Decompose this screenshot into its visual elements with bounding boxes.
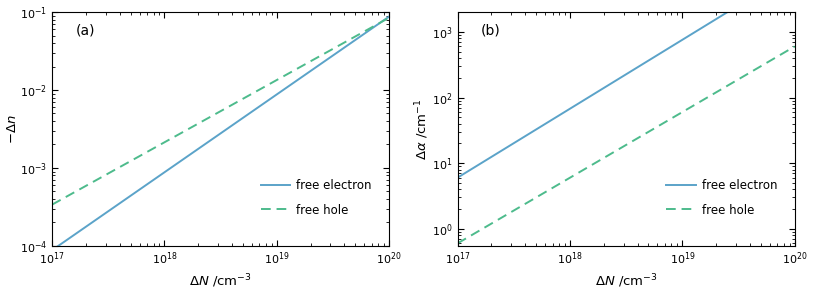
Line: free hole: free hole [52, 18, 389, 205]
free electron [375, 22, 385, 25]
free hole [64, 193, 74, 197]
Text: (b): (b) [481, 24, 501, 38]
free electron [453, 176, 463, 179]
free electron [202, 141, 212, 144]
X-axis label: $\Delta N$ /cm$^{-3}$: $\Delta N$ /cm$^{-3}$ [189, 273, 252, 290]
Y-axis label: $\Delta\alpha$ /cm$^{-1}$: $\Delta\alpha$ /cm$^{-1}$ [413, 98, 431, 160]
free electron [718, 13, 728, 17]
free hole [789, 45, 799, 48]
free hole [313, 56, 323, 59]
free electron [385, 15, 394, 18]
free electron [616, 75, 626, 79]
free hole [202, 117, 212, 120]
free hole [47, 203, 57, 206]
free electron [211, 135, 221, 138]
X-axis label: $\Delta N$ /cm$^{-3}$: $\Delta N$ /cm$^{-3}$ [594, 273, 658, 290]
Legend: free electron, free hole: free electron, free hole [662, 174, 782, 221]
free hole [470, 231, 480, 235]
Line: free hole: free hole [458, 46, 794, 243]
free hole [616, 146, 626, 149]
free hole [211, 112, 221, 115]
free hole [718, 86, 728, 90]
free electron [374, 22, 384, 25]
Legend: free electron, free hole: free electron, free hole [256, 174, 376, 221]
Line: free electron: free electron [52, 17, 389, 250]
free hole [607, 151, 617, 155]
free hole [374, 21, 384, 25]
free hole [385, 16, 394, 20]
free hole [375, 21, 385, 25]
Text: (a): (a) [76, 24, 95, 38]
free hole [780, 50, 789, 54]
free electron [313, 65, 323, 68]
free electron [470, 165, 480, 169]
free hole [780, 51, 789, 54]
free hole [453, 242, 463, 245]
free electron [64, 237, 74, 240]
free electron [607, 81, 617, 84]
Line: free electron: free electron [458, 0, 794, 178]
free electron [47, 248, 57, 252]
Y-axis label: $-\Delta n$: $-\Delta n$ [6, 114, 19, 144]
